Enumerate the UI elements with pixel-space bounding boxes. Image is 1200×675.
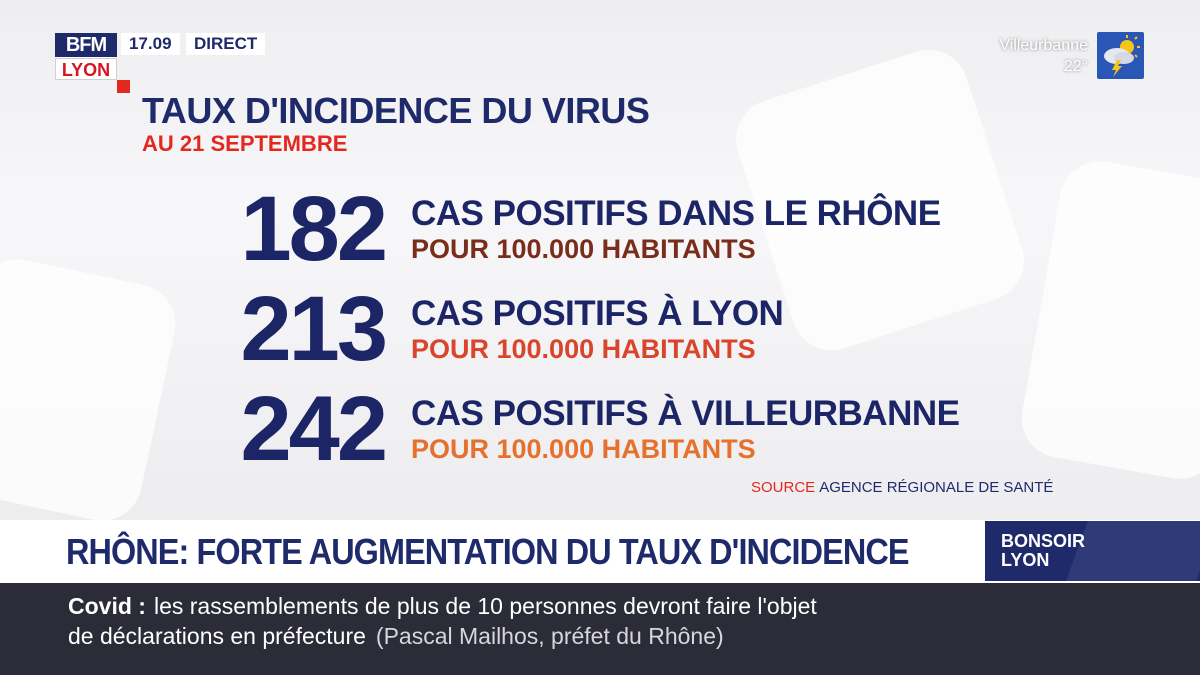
show-name-line1: BONSOIR — [1001, 531, 1086, 551]
stat-value: 182 — [240, 178, 388, 280]
stat-unit: POUR 100.000 HABITANTS — [411, 434, 756, 464]
ticker-line-2: de déclarations en préfecture (Pascal Mai… — [68, 623, 724, 650]
source-label: SOURCE — [751, 479, 816, 496]
headline-banner: RHÔNE: FORTE AUGMENTATION DU TAUX D'INCI… — [58, 526, 982, 578]
headline-banner-text: RHÔNE: FORTE AUGMENTATION DU TAUX D'INCI… — [66, 531, 909, 572]
stat-row-lyon: 213 CAS POSITIFS À LYON POUR 100.000 HAB… — [0, 278, 1200, 380]
accent-square — [117, 80, 130, 93]
stat-value: 242 — [240, 378, 388, 480]
stat-label: CAS POSITIFS DANS LE RHÔNE — [411, 194, 941, 233]
ticker-topic: Covid : — [68, 593, 146, 619]
stat-label: CAS POSITIFS À VILLEURBANNE — [411, 394, 960, 433]
background-panel — [0, 0, 1200, 520]
stat-row-villeurbanne: 242 CAS POSITIFS À VILLEURBANNE POUR 100… — [0, 378, 1200, 480]
ticker-text-2: de déclarations en préfecture — [68, 623, 366, 649]
stat-label: CAS POSITIFS À LYON — [411, 294, 784, 333]
channel-logo-city: LYON — [55, 58, 117, 80]
live-badge: DIRECT — [186, 33, 266, 55]
storm-sun-icon — [1097, 32, 1144, 79]
show-badge: BONSOIR LYON — [985, 521, 1200, 581]
stat-value: 213 — [240, 278, 388, 380]
channel-logo-top: BFM — [55, 33, 117, 57]
ticker-line-1: Covid : les rassemblements de plus de 10 … — [68, 593, 817, 620]
show-badge-decoration — [1066, 521, 1200, 581]
page-subtitle-date: AU 21 SEPTEMBRE — [142, 131, 348, 156]
source-credit: SOURCE AGENCE RÉGIONALE DE SANTÉ — [751, 479, 1053, 496]
weather-city: Villeurbanne — [999, 37, 1088, 54]
page-title: TAUX D'INCIDENCE DU VIRUS — [142, 90, 650, 131]
show-name-line2: LYON — [1001, 550, 1050, 570]
source-value: AGENCE RÉGIONALE DE SANTÉ — [819, 479, 1054, 496]
stat-unit: POUR 100.000 HABITANTS — [411, 234, 756, 264]
stat-unit: POUR 100.000 HABITANTS — [411, 334, 756, 364]
clock: 17.09 — [121, 33, 180, 55]
stat-row-rhone: 182 CAS POSITIFS DANS LE RHÔNE POUR 100.… — [0, 178, 1200, 280]
ticker-text-1: les rassemblements de plus de 10 personn… — [153, 593, 817, 619]
channel-logo: BFM LYON — [55, 33, 117, 80]
ticker-attribution: (Pascal Mailhos, préfet du Rhône) — [375, 623, 724, 649]
weather-temperature: 22° — [1063, 58, 1088, 75]
news-ticker: Covid : les rassemblements de plus de 10 … — [0, 583, 1200, 675]
